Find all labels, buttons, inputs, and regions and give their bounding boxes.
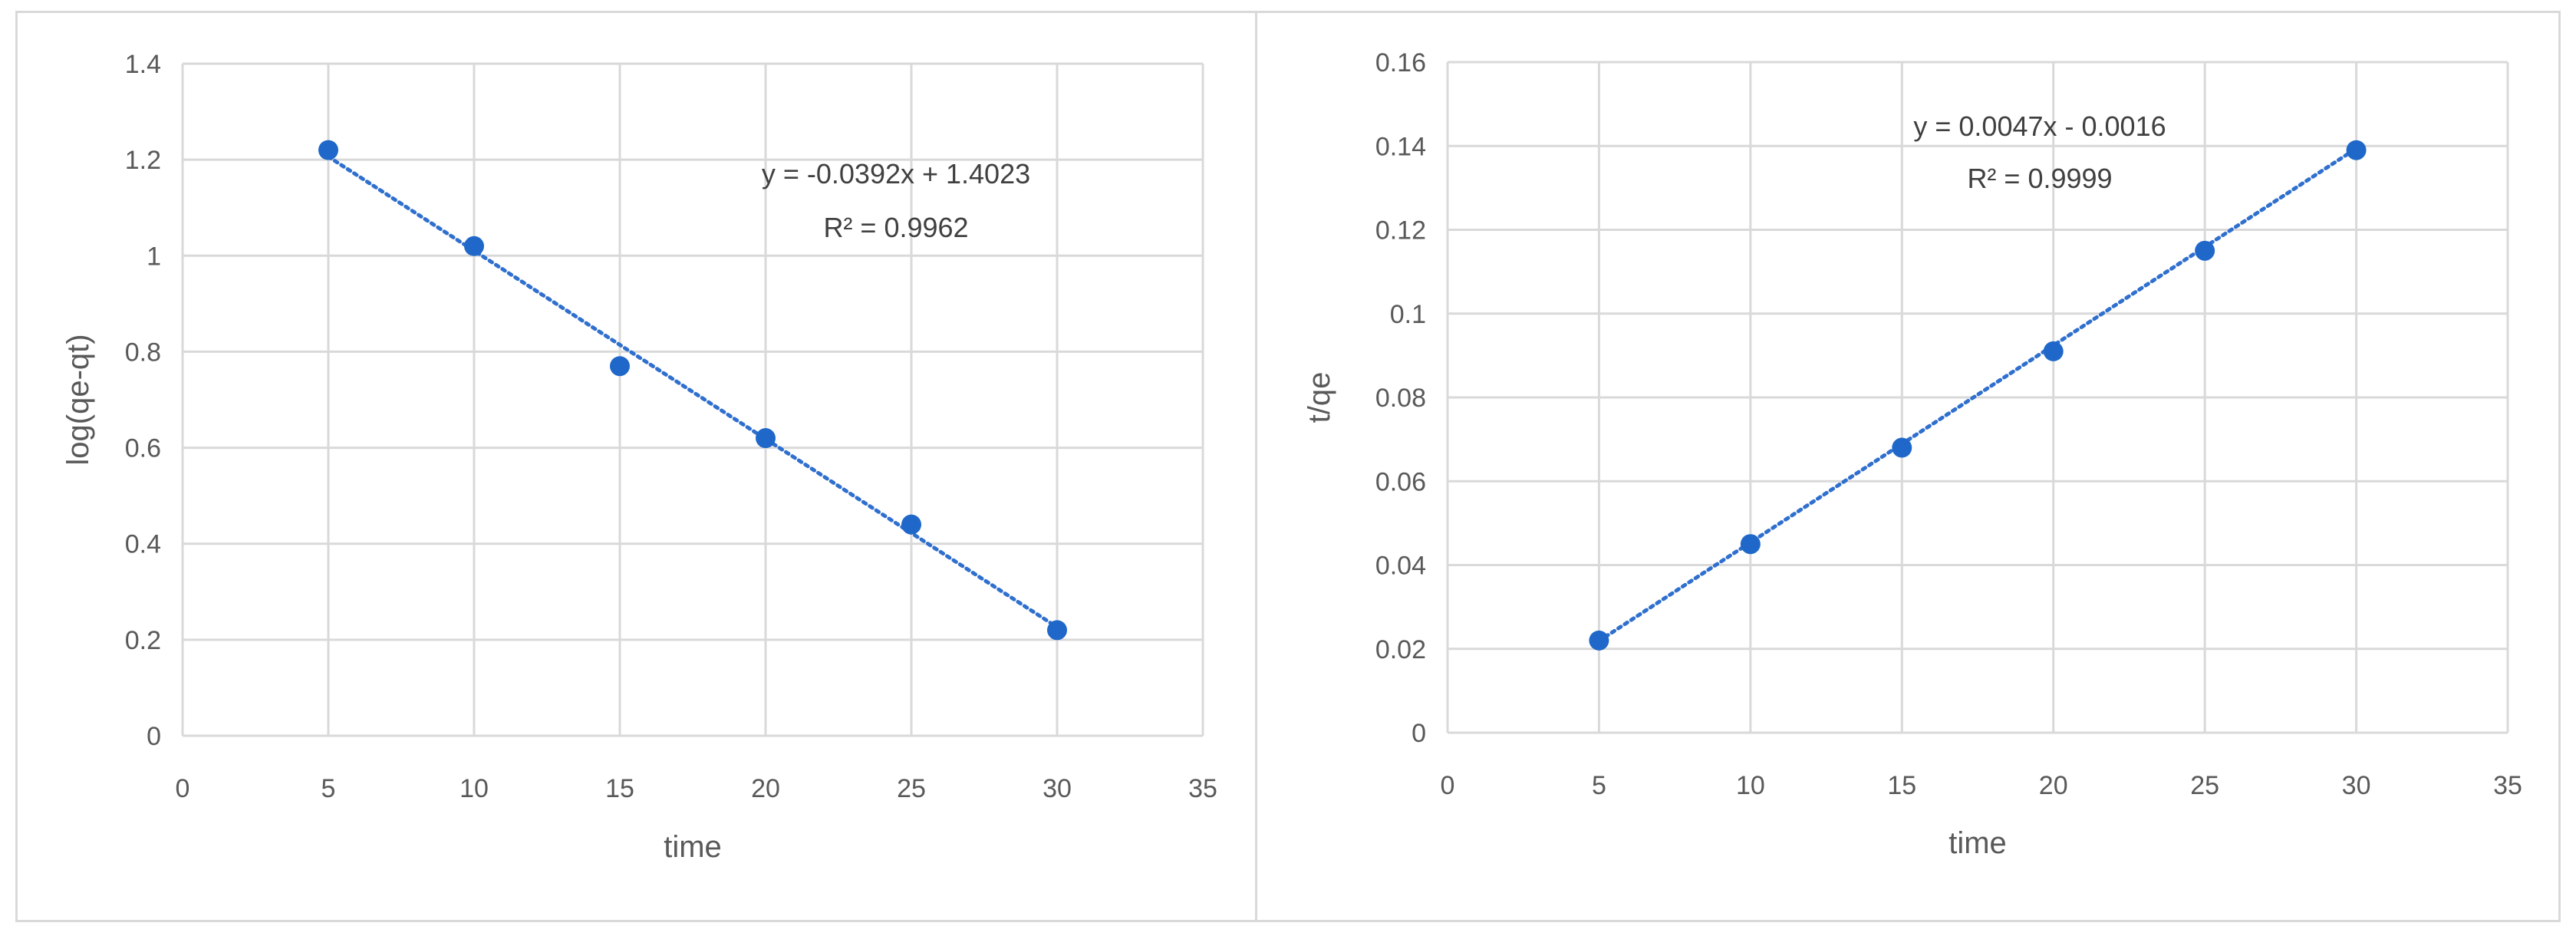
x-tick-label: 25 xyxy=(2190,771,2219,800)
x-tick-label: 30 xyxy=(2342,771,2371,800)
y-tick-label: 0 xyxy=(1412,719,1426,748)
chart-left: 0 5 10 15 20 25 30 35 0 0.2 0.4 0.6 0.8 1 1.2 1.4 time lo… xyxy=(61,50,1217,864)
y-axis-title: log(qe-qt) xyxy=(61,334,95,465)
x-tick-label: 10 xyxy=(1736,771,1765,800)
data-point xyxy=(610,356,630,377)
trendline-equation: y = -0.0392x + 1.4023 xyxy=(762,158,1030,190)
y-tick-label: 0.2 xyxy=(125,626,161,655)
y-tick-label: 1.2 xyxy=(125,146,161,175)
y-tick-label: 0.04 xyxy=(1375,552,1426,581)
y-tick-label: 0.4 xyxy=(125,530,161,559)
x-tick-label: 5 xyxy=(1592,771,1606,800)
data-point xyxy=(318,140,338,160)
x-axis-title: time xyxy=(1948,826,2007,860)
y-tick-label: 1.4 xyxy=(125,50,161,79)
x-tick-label: 35 xyxy=(2493,771,2522,800)
trendline xyxy=(326,154,1059,629)
y-tick-label: 0.1 xyxy=(1390,300,1426,329)
data-point xyxy=(2043,341,2064,361)
x-tick-label: 30 xyxy=(1043,774,1072,803)
chart-right: 0 5 10 15 20 25 30 35 0 0.02 0.04 0.06 0.08 0.1 0.12 0.… xyxy=(1303,48,2522,860)
chart-panel-left: 0 5 10 15 20 25 30 35 0 0.2 0.4 0.6 0.8 1 1.2 1.4 time lo… xyxy=(15,11,1258,922)
x-tick-label: 15 xyxy=(1887,771,1916,800)
y-tick-label: 0.06 xyxy=(1375,467,1426,496)
data-point xyxy=(901,514,921,535)
data-point xyxy=(1892,437,1912,458)
r-squared-label: R² = 0.9962 xyxy=(823,212,968,243)
r-squared-label: R² = 0.9999 xyxy=(1967,163,2112,194)
x-tick-label: 25 xyxy=(897,774,926,803)
y-tick-label: 0.14 xyxy=(1375,132,1426,161)
data-point xyxy=(756,428,776,449)
x-tick-label: 20 xyxy=(751,774,780,803)
y-tick-label: 1 xyxy=(147,242,161,271)
data-point xyxy=(1589,630,1609,651)
x-tick-label: 10 xyxy=(460,774,489,803)
x-axis-title: time xyxy=(664,830,722,864)
data-point xyxy=(1047,620,1067,641)
y-tick-label: 0 xyxy=(147,722,161,751)
y-axis-title: t/qe xyxy=(1303,372,1336,424)
y-tick-label: 0.08 xyxy=(1375,384,1426,413)
data-point xyxy=(2195,240,2215,261)
x-tick-label: 0 xyxy=(1441,771,1455,800)
x-tick-label: 5 xyxy=(321,774,336,803)
x-tick-label: 35 xyxy=(1188,774,1217,803)
x-tick-label: 15 xyxy=(605,774,634,803)
chart-panel-right: 0 5 10 15 20 25 30 35 0 0.02 0.04 0.06 0.08 0.1 0.12 0.… xyxy=(1255,11,2561,922)
y-tick-label: 0.02 xyxy=(1375,635,1426,664)
x-tick-label: 20 xyxy=(2039,771,2068,800)
trendline-equation: y = 0.0047x - 0.0016 xyxy=(1913,110,2166,142)
y-tick-label: 0.8 xyxy=(125,338,161,367)
trendline xyxy=(1596,147,2359,643)
x-tick-label: 0 xyxy=(176,774,190,803)
y-tick-label: 0.12 xyxy=(1375,216,1426,246)
y-tick-label: 0.16 xyxy=(1375,48,1426,77)
y-tick-label: 0.6 xyxy=(125,434,161,463)
data-point xyxy=(2346,140,2367,160)
data-point xyxy=(464,236,484,256)
data-point xyxy=(1740,534,1761,555)
